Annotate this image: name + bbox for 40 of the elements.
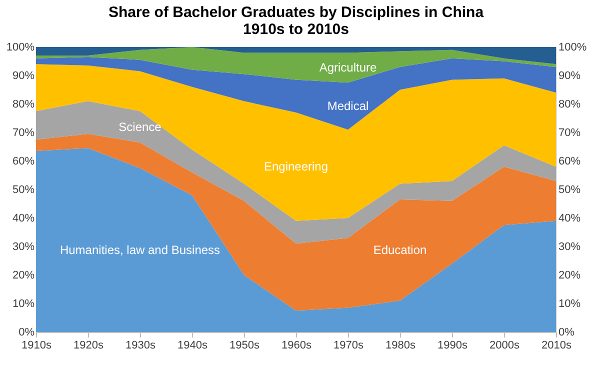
- x-tick-label: 1990s: [438, 340, 468, 352]
- x-tick-label: 2010s: [542, 340, 572, 352]
- series-label: Education: [373, 243, 427, 258]
- y2-tick-label: 80%: [558, 98, 581, 110]
- chart-title: Share of Bachelor Graduates by Disciplines in China 1910s to 2010s: [108, 4, 484, 38]
- x-tick-label: 1940s: [178, 340, 208, 352]
- y-tick-label: 100%: [6, 42, 35, 54]
- y-tick-label: 90%: [12, 70, 35, 82]
- x-tick-label: 1980s: [386, 340, 416, 352]
- y2-tick-label: 50%: [558, 184, 581, 196]
- series-label: Engineering: [264, 160, 328, 174]
- series-label: Humanities, law and Business: [60, 243, 220, 258]
- x-tick-label: 1960s: [282, 340, 312, 352]
- x-tick-label: 1950s: [230, 340, 260, 352]
- y-tick-label: 70%: [12, 127, 35, 139]
- y2-tick-label: 70%: [558, 127, 581, 139]
- series-label: Medical: [327, 99, 369, 114]
- y2-tick-label: 60%: [558, 156, 581, 168]
- y-tick-label: 60%: [12, 156, 35, 168]
- x-tick-label: 2000s: [490, 340, 520, 352]
- y2-tick-label: 0%: [558, 326, 575, 338]
- y2-tick-label: 30%: [558, 241, 581, 253]
- y-tick-label: 20%: [12, 270, 35, 282]
- y2-tick-label: 100%: [558, 42, 587, 54]
- x-tick-label: 1930s: [126, 340, 156, 352]
- series-label: Agriculture: [319, 60, 378, 75]
- y-tick-label: 50%: [12, 184, 35, 196]
- series-label: Science: [118, 120, 162, 134]
- y-tick-label: 30%: [12, 241, 35, 253]
- y-tick-label: 10%: [12, 298, 35, 310]
- y2-tick-label: 20%: [558, 270, 581, 282]
- x-tick-label: 1970s: [334, 340, 364, 352]
- y2-tick-label: 10%: [558, 298, 581, 310]
- x-tick-label: 1910s: [22, 340, 52, 352]
- y2-tick-label: 90%: [558, 70, 581, 82]
- x-tick-label: 1920s: [74, 340, 104, 352]
- y-tick-label: 40%: [12, 212, 35, 224]
- y2-tick-label: 40%: [558, 212, 581, 224]
- y-tick-label: 0%: [18, 326, 35, 338]
- y-tick-label: 80%: [12, 98, 35, 110]
